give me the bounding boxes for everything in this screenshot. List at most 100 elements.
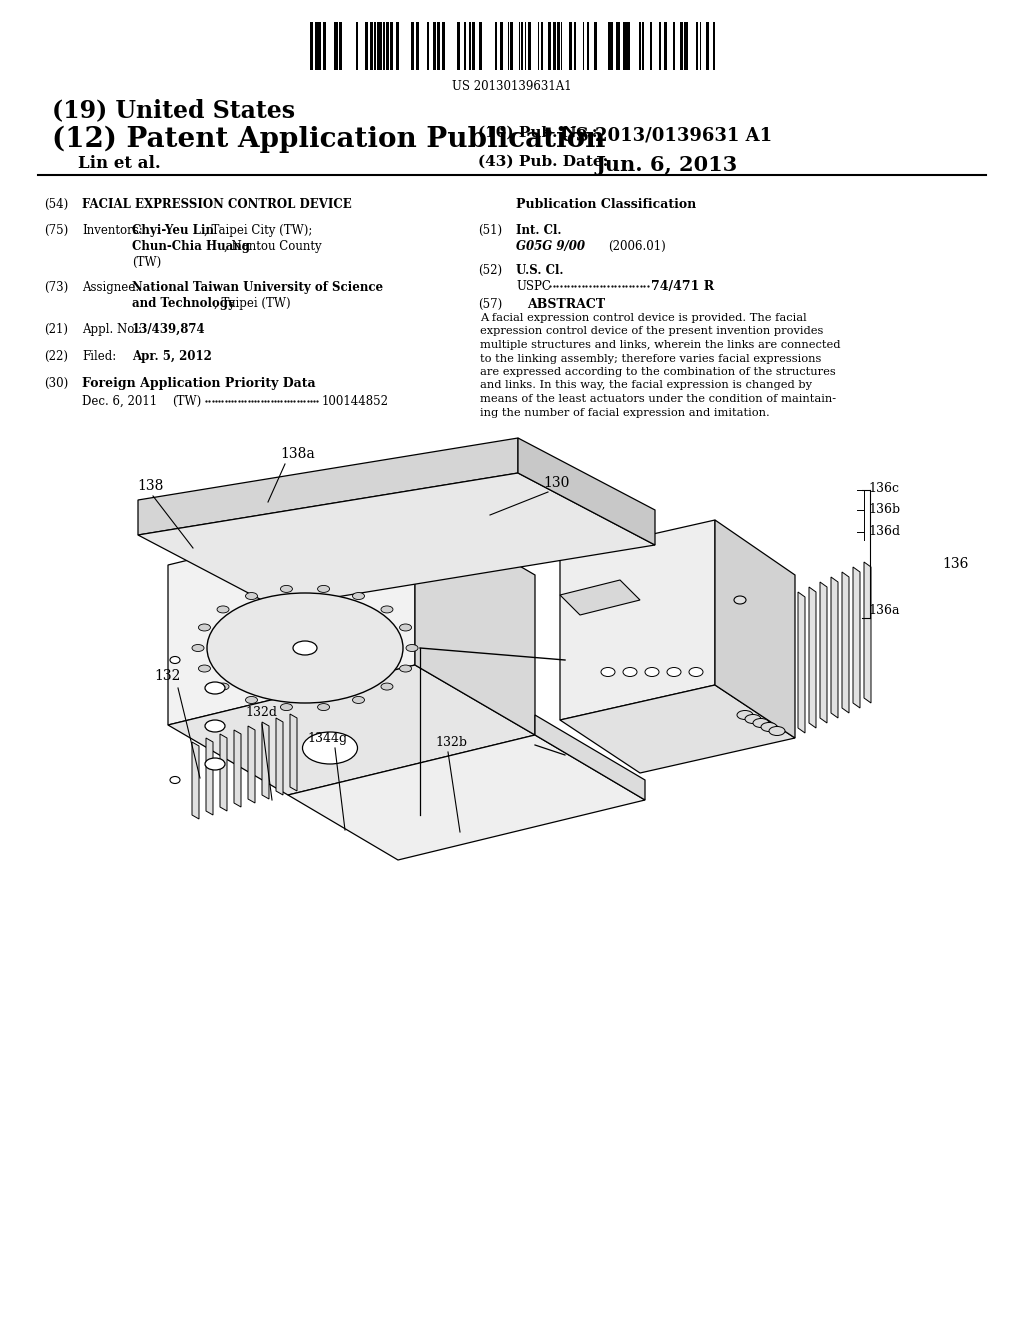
Text: ing the number of facial expression and imitation.: ing the number of facial expression and … xyxy=(480,408,770,417)
Ellipse shape xyxy=(399,624,412,631)
Polygon shape xyxy=(518,438,655,545)
Ellipse shape xyxy=(207,593,403,704)
Text: (75): (75) xyxy=(44,224,69,238)
Text: Dec. 6, 2011: Dec. 6, 2011 xyxy=(82,395,157,408)
Text: USPC: USPC xyxy=(516,280,551,293)
Bar xyxy=(510,22,513,70)
Ellipse shape xyxy=(281,704,293,710)
Text: US 20130139631A1: US 20130139631A1 xyxy=(453,81,571,92)
Ellipse shape xyxy=(205,719,225,733)
Bar xyxy=(437,22,440,70)
Text: National Taiwan University of Science: National Taiwan University of Science xyxy=(132,281,383,294)
Ellipse shape xyxy=(199,665,211,672)
Ellipse shape xyxy=(623,668,637,676)
Bar xyxy=(396,22,399,70)
Bar xyxy=(383,22,385,70)
Text: Chyi-Yeu Lin: Chyi-Yeu Lin xyxy=(132,224,214,238)
Bar xyxy=(386,22,389,70)
Text: FACIAL EXPRESSION CONTROL DEVICE: FACIAL EXPRESSION CONTROL DEVICE xyxy=(82,198,352,211)
Polygon shape xyxy=(820,582,827,723)
Ellipse shape xyxy=(302,733,357,764)
Polygon shape xyxy=(415,506,535,735)
Text: 138: 138 xyxy=(137,479,164,492)
Ellipse shape xyxy=(205,758,225,770)
Text: (12) Patent Application Publication: (12) Patent Application Publication xyxy=(52,125,605,153)
Ellipse shape xyxy=(645,668,659,676)
Text: 136c: 136c xyxy=(868,482,899,495)
Text: 136b: 136b xyxy=(868,503,900,516)
Polygon shape xyxy=(138,438,518,535)
Text: A facial expression control device is provided. The facial: A facial expression control device is pr… xyxy=(480,313,807,323)
Ellipse shape xyxy=(734,597,746,605)
Text: Foreign Application Priority Data: Foreign Application Priority Data xyxy=(82,378,315,389)
Bar xyxy=(379,22,382,70)
Ellipse shape xyxy=(170,656,180,664)
Ellipse shape xyxy=(769,726,785,735)
Polygon shape xyxy=(560,579,640,615)
Text: (TW): (TW) xyxy=(132,256,161,269)
Polygon shape xyxy=(206,738,213,814)
Ellipse shape xyxy=(217,606,229,612)
Text: (22): (22) xyxy=(44,350,68,363)
Text: Jun. 6, 2013: Jun. 6, 2013 xyxy=(596,154,738,176)
Text: 100144852: 100144852 xyxy=(322,395,389,408)
Polygon shape xyxy=(809,587,816,729)
Text: Int. Cl.: Int. Cl. xyxy=(516,224,561,238)
Ellipse shape xyxy=(293,642,317,655)
Bar xyxy=(574,22,575,70)
Bar xyxy=(390,22,393,70)
Text: to the linking assembly; therefore varies facial expressions: to the linking assembly; therefore varie… xyxy=(480,354,821,363)
Bar xyxy=(416,22,419,70)
Bar xyxy=(558,22,560,70)
Bar xyxy=(594,22,597,70)
Ellipse shape xyxy=(745,714,761,723)
Bar xyxy=(713,22,715,70)
Bar xyxy=(457,22,460,70)
Ellipse shape xyxy=(352,593,365,599)
Text: (51): (51) xyxy=(478,224,502,238)
Text: (54): (54) xyxy=(44,198,69,211)
Text: (73): (73) xyxy=(44,281,69,294)
Polygon shape xyxy=(831,577,838,718)
Text: (2006.01): (2006.01) xyxy=(608,240,666,253)
Text: (52): (52) xyxy=(478,264,502,277)
Ellipse shape xyxy=(199,624,211,631)
Bar xyxy=(433,22,436,70)
Text: 136: 136 xyxy=(942,557,969,572)
Text: (43) Pub. Date:: (43) Pub. Date: xyxy=(478,154,608,169)
Bar xyxy=(472,22,475,70)
Bar xyxy=(611,22,613,70)
Ellipse shape xyxy=(205,682,225,694)
Text: expression control device of the present invention provides: expression control device of the present… xyxy=(480,326,823,337)
Bar xyxy=(696,22,698,70)
Ellipse shape xyxy=(317,585,330,593)
Ellipse shape xyxy=(217,682,229,690)
Bar xyxy=(365,22,368,70)
Polygon shape xyxy=(138,473,655,607)
Bar xyxy=(608,22,611,70)
Bar xyxy=(323,22,326,70)
Bar xyxy=(370,22,373,70)
Text: G05G 9/00: G05G 9/00 xyxy=(516,240,585,253)
Polygon shape xyxy=(288,735,645,861)
Polygon shape xyxy=(248,726,255,803)
Text: (30): (30) xyxy=(44,378,69,389)
Polygon shape xyxy=(715,520,795,738)
Polygon shape xyxy=(168,506,415,725)
Bar xyxy=(623,22,626,70)
Polygon shape xyxy=(234,730,241,807)
Text: are expressed according to the combination of the structures: are expressed according to the combinati… xyxy=(480,367,836,378)
Text: and links. In this way, the facial expression is changed by: and links. In this way, the facial expre… xyxy=(480,380,812,391)
Bar xyxy=(616,22,618,70)
Ellipse shape xyxy=(170,776,180,784)
Ellipse shape xyxy=(689,668,703,676)
Polygon shape xyxy=(220,734,227,810)
Text: (19) United States: (19) United States xyxy=(52,98,295,121)
Text: (TW): (TW) xyxy=(172,395,202,408)
Bar xyxy=(500,22,503,70)
Polygon shape xyxy=(864,562,871,704)
Text: , Taipei City (TW);: , Taipei City (TW); xyxy=(204,224,312,238)
Bar xyxy=(318,22,321,70)
Ellipse shape xyxy=(246,697,257,704)
Text: 1344g: 1344g xyxy=(307,733,347,744)
